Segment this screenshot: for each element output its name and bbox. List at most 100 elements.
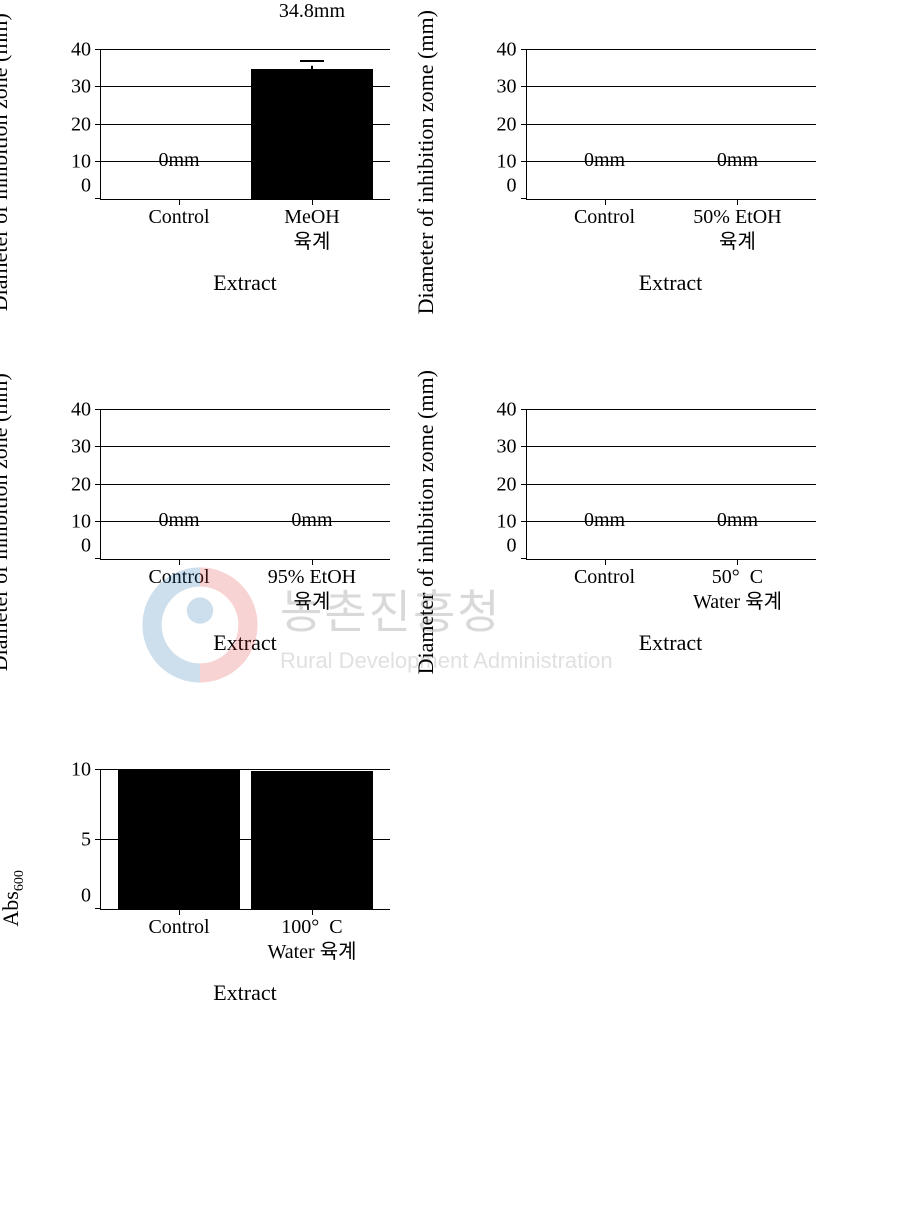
data-label: 0mm: [584, 509, 625, 534]
y-tick-label: 10: [497, 510, 517, 533]
gridline: [101, 446, 390, 447]
gridline: [101, 521, 390, 522]
data-label: 99.2%: [286, 741, 338, 766]
y-tick-label: 30: [71, 76, 91, 99]
panel-meoh: Diameter of inhibition zone (mm) 0 10 20…: [30, 30, 410, 310]
y-tick: [521, 49, 527, 50]
y-tick: [95, 521, 101, 522]
bar-100c-water: [251, 771, 372, 909]
y-tick-label: 0: [507, 175, 517, 198]
y-tick: [95, 484, 101, 485]
x-category: Control: [574, 205, 635, 230]
y-tick-label: 10: [497, 150, 517, 173]
y-tick-label: 20: [497, 473, 517, 496]
x-axis-label: Extract: [100, 630, 390, 656]
y-tick-label: 40: [71, 399, 91, 422]
data-label: 0mm: [717, 509, 758, 534]
plot-area: 0 5 10 100.9% 99.2% Control 100° CWater …: [100, 770, 390, 910]
gridline: [527, 409, 816, 410]
y-tick: [521, 558, 527, 559]
y-tick-label: 10: [71, 150, 91, 173]
data-label: 34.8mm: [279, 0, 345, 25]
y-tick: [521, 161, 527, 162]
y-tick-label: 40: [497, 39, 517, 62]
chart-grid: Diameter of inhibition zone (mm) 0 10 20…: [0, 0, 901, 1050]
error-bar: [311, 66, 313, 73]
y-tick: [95, 124, 101, 125]
y-tick-label: 20: [497, 113, 517, 136]
y-axis-label: Diameter of inhibition zone (mm): [0, 13, 13, 311]
y-tick: [521, 86, 527, 87]
y-tick-label: 0: [81, 885, 91, 908]
y-tick-label: 30: [497, 436, 517, 459]
x-axis-label: Extract: [526, 270, 816, 296]
error-cap: [300, 75, 323, 77]
y-tick-label: 40: [71, 39, 91, 62]
y-tick: [95, 161, 101, 162]
y-tick: [95, 839, 101, 840]
y-tick-label: 30: [71, 436, 91, 459]
gridline: [527, 49, 816, 50]
y-tick: [95, 769, 101, 770]
data-label: 0mm: [291, 509, 332, 534]
x-category: Control: [148, 915, 209, 940]
plot-area: 0 10 20 30 40 0mm 0mm Control 50% EtOH육계: [526, 50, 816, 200]
panel-cell-density: Cell densityAbs600 0 5 10 100.9% 99.2% C…: [30, 750, 410, 1020]
y-tick: [521, 124, 527, 125]
x-axis-label: Extract: [100, 980, 390, 1006]
y-tick: [95, 198, 101, 199]
gridline: [101, 484, 390, 485]
y-tick: [521, 521, 527, 522]
y-tick-label: 0: [507, 535, 517, 558]
data-label: 100.9%: [148, 741, 210, 766]
x-category: 100° CWater 육계: [267, 915, 356, 965]
bar-control: [118, 770, 239, 909]
x-category: 95% EtOH육계: [268, 565, 356, 615]
y-tick: [521, 484, 527, 485]
y-axis-label: Diameter of inhibition zone (mm): [0, 373, 13, 671]
plot-area: 0 10 20 30 40 0mm 34.8mm Control: [100, 50, 390, 200]
y-tick-label: 0: [81, 175, 91, 198]
y-tick-label: 20: [71, 473, 91, 496]
y-axis-label: Diameter of inhibition zome (mm): [413, 370, 439, 674]
y-tick: [95, 409, 101, 410]
y-tick-label: 5: [81, 828, 91, 851]
gridline: [527, 446, 816, 447]
panel-95etoh: Diameter of inhibition zone (mm) 0 10 20…: [30, 390, 410, 670]
x-category: Control: [148, 565, 209, 590]
data-label: 0mm: [158, 149, 199, 174]
x-category: 50% EtOH육계: [693, 205, 781, 255]
gridline: [527, 484, 816, 485]
y-tick: [521, 198, 527, 199]
y-tick: [521, 446, 527, 447]
gridline: [527, 521, 816, 522]
y-axis-label: Cell densityAbs600: [0, 821, 28, 927]
y-tick-label: 0: [81, 535, 91, 558]
x-category: Control: [148, 205, 209, 230]
y-tick-label: 10: [71, 759, 91, 782]
y-tick-label: 30: [497, 76, 517, 99]
x-category: 50° CWater 육계: [693, 565, 782, 615]
y-tick: [95, 446, 101, 447]
y-tick: [95, 908, 101, 909]
panel-50etoh: Diameter of inhibition zome (mm) 0 10 20…: [456, 30, 836, 310]
error-cap: [300, 60, 323, 62]
gridline: [101, 409, 390, 410]
x-axis-label: Extract: [526, 630, 816, 656]
data-label: 0mm: [717, 149, 758, 174]
gridline: [527, 161, 816, 162]
y-tick-label: 40: [497, 399, 517, 422]
y-tick-label: 10: [71, 510, 91, 533]
gridline: [527, 124, 816, 125]
x-axis-label: Extract: [100, 270, 390, 296]
plot-area: 0 10 20 30 40 0mm 0mm Control 50° CWater…: [526, 410, 816, 560]
data-label: 0mm: [158, 509, 199, 534]
y-tick-label: 20: [71, 113, 91, 136]
panel-50c-water: Diameter of inhibition zome (mm) 0 10 20…: [456, 390, 836, 670]
data-label: 0mm: [584, 149, 625, 174]
gridline: [101, 49, 390, 50]
gridline: [527, 86, 816, 87]
y-tick: [95, 558, 101, 559]
x-category: MeOH육계: [284, 205, 340, 255]
plot-area: 0 10 20 30 40 0mm 0mm Control 95% EtOH육계: [100, 410, 390, 560]
